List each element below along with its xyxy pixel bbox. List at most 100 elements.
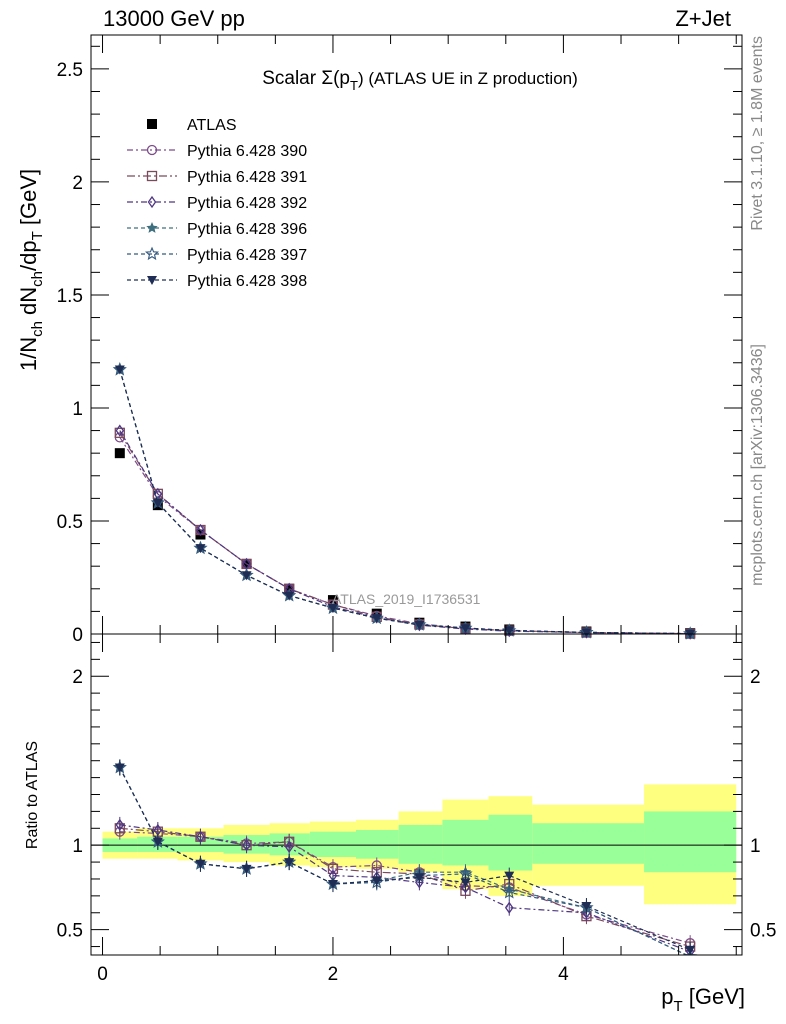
analysis-watermark: ATLAS_2019_I1736531 [332,591,481,607]
ratio-ytick-label: 2 [72,667,83,688]
ratio-point-p392-0 [115,818,125,832]
mcplots-label: mcplots.cern.ch [arXiv:1306.3436] [749,344,766,586]
ratio-point-p398-5 [327,880,338,890]
plot-title: Scalar Σ(pT) (ATLAS UE in Z production) [262,68,578,93]
energy-label: 13000 GeV pp [103,6,245,31]
main-point-p398-5 [327,604,338,614]
legend-marker [144,246,160,261]
ratio-point-p398-0 [114,763,125,773]
main-line-p398 [119,369,691,635]
ratio-series-group [112,759,698,955]
ratio-point-p398-8 [460,878,471,888]
legend-marker [147,195,157,209]
ratio-band-inner [644,811,737,873]
ratio-axes: 0.5 0.5 1 1 2 2 0 2 4 [57,633,776,985]
ratio-band-inner [309,831,357,858]
ratio-point-p398-2 [195,859,206,869]
main-series-p398 [114,365,696,639]
main-ytick-label: 1 [72,399,83,420]
ratio-point-p398-9 [504,871,515,881]
ratio-point-p392-4 [284,840,294,854]
legend-item-p396: Pythia 6.428 396 [127,221,307,238]
process-label: Z+Jet [675,6,731,31]
ratio-point-p398-4 [284,858,295,868]
main-ytick-label: 2.5 [57,60,83,81]
ratio-point-p392-8 [461,881,470,894]
ratio-point-p392-3 [242,839,251,852]
main-point-p398-2 [195,544,206,554]
ratio-point-p392-7 [415,876,424,889]
ratio-band-inner [442,819,489,866]
plot-title-tail: ) (ATLAS UE in Z production) [358,69,578,88]
ratio-point-p398-11 [685,945,696,955]
legend-label: Pythia 6.428 392 [187,195,307,212]
plot-title-subscript: T [350,78,358,93]
main-ylabel: 1/Nch dNch/dpT [GeV] [16,169,46,371]
ratio-uncertainty-bands [91,784,742,905]
ratio-ytick-label: 1 [72,836,83,857]
ratio-series-p398 [114,759,696,955]
ratio-ytick-label-right: 0.5 [750,921,776,942]
main-ytick-label: 0 [72,625,83,646]
legend-item-p390: Pythia 6.428 390 [127,143,307,160]
plot-title-main: Scalar Σ(p [262,68,350,89]
legend-label: Pythia 6.428 390 [187,143,307,160]
main-point-p391-0 [114,427,125,438]
legend-marker [146,144,158,156]
ratio-line-p396 [119,767,689,955]
legend-item-data: ATLAS [147,117,237,134]
legend-label: Pythia 6.428 391 [187,169,307,186]
main-point-p398-10 [581,628,592,638]
ratio-point-p398-7 [414,873,425,883]
main-line-p391 [119,432,691,635]
main-point-p398-8 [460,624,471,634]
legend-item-p392: Pythia 6.428 392 [127,195,307,212]
xtick-label: 2 [328,964,339,985]
legend-marker [147,276,157,285]
ratio-band-inner [488,814,533,871]
ratio-ylabel: Ratio to ATLAS [24,741,41,849]
legend-label: Pythia 6.428 396 [187,221,307,238]
ratio-point-p398-3 [241,864,252,874]
legend-item-p397: Pythia 6.428 397 [127,246,307,264]
main-series-data [114,448,696,639]
legend-marker [147,119,157,129]
legend-item-p391: Pythia 6.428 391 [127,169,307,186]
main-point-p398-6 [371,614,382,624]
ratio-line-p397 [119,767,689,955]
ratio-point-p392-2 [196,830,205,843]
xtick-label: 0 [97,964,108,985]
ratio-point-p392-9 [504,901,514,914]
main-point-p398-7 [414,620,425,630]
xtick-label: 4 [558,964,569,985]
main-point-data-0 [114,448,125,459]
xlabel: pT [GeV] [661,984,745,1015]
ratio-point-p398-6 [371,876,382,886]
rivet-version-label: Rivet 3.1.10, ≥ 1.8M events [749,36,766,231]
main-point-p398-3 [241,571,252,581]
main-point-p398-4 [284,591,295,601]
legend: ATLAS Pythia 6.428 390 Pythia 6.428 391 Pyt… [127,117,307,290]
ratio-point-p397-9 [502,885,517,899]
legend-marker [146,222,158,233]
main-axes: 0 0.5 1 1.5 2 2.5 [57,34,743,646]
main-point-p398-1 [152,498,163,508]
legend-label: Pythia 6.428 397 [187,247,307,264]
main-ytick-label: 2 [72,173,83,194]
ratio-band-inner [269,833,310,856]
main-ytick-label: 0.5 [57,512,83,533]
legend-marker [146,170,158,182]
main-point-p398-0 [114,365,125,375]
ratio-series-clipped [112,759,698,955]
main-point-p398-9 [504,626,515,636]
legend-label: Pythia 6.428 398 [187,273,307,290]
main-point-p392-2 [196,523,205,537]
main-series-group [112,362,698,640]
ratio-line-p391 [119,827,691,948]
ratio-point-p398-10 [581,902,592,912]
ratio-ytick-label: 0.5 [57,921,83,942]
ratio-band-inner [532,823,645,864]
legend-item-p398: Pythia 6.428 398 [127,273,307,290]
ratio-ytick-label-right: 1 [750,836,761,857]
